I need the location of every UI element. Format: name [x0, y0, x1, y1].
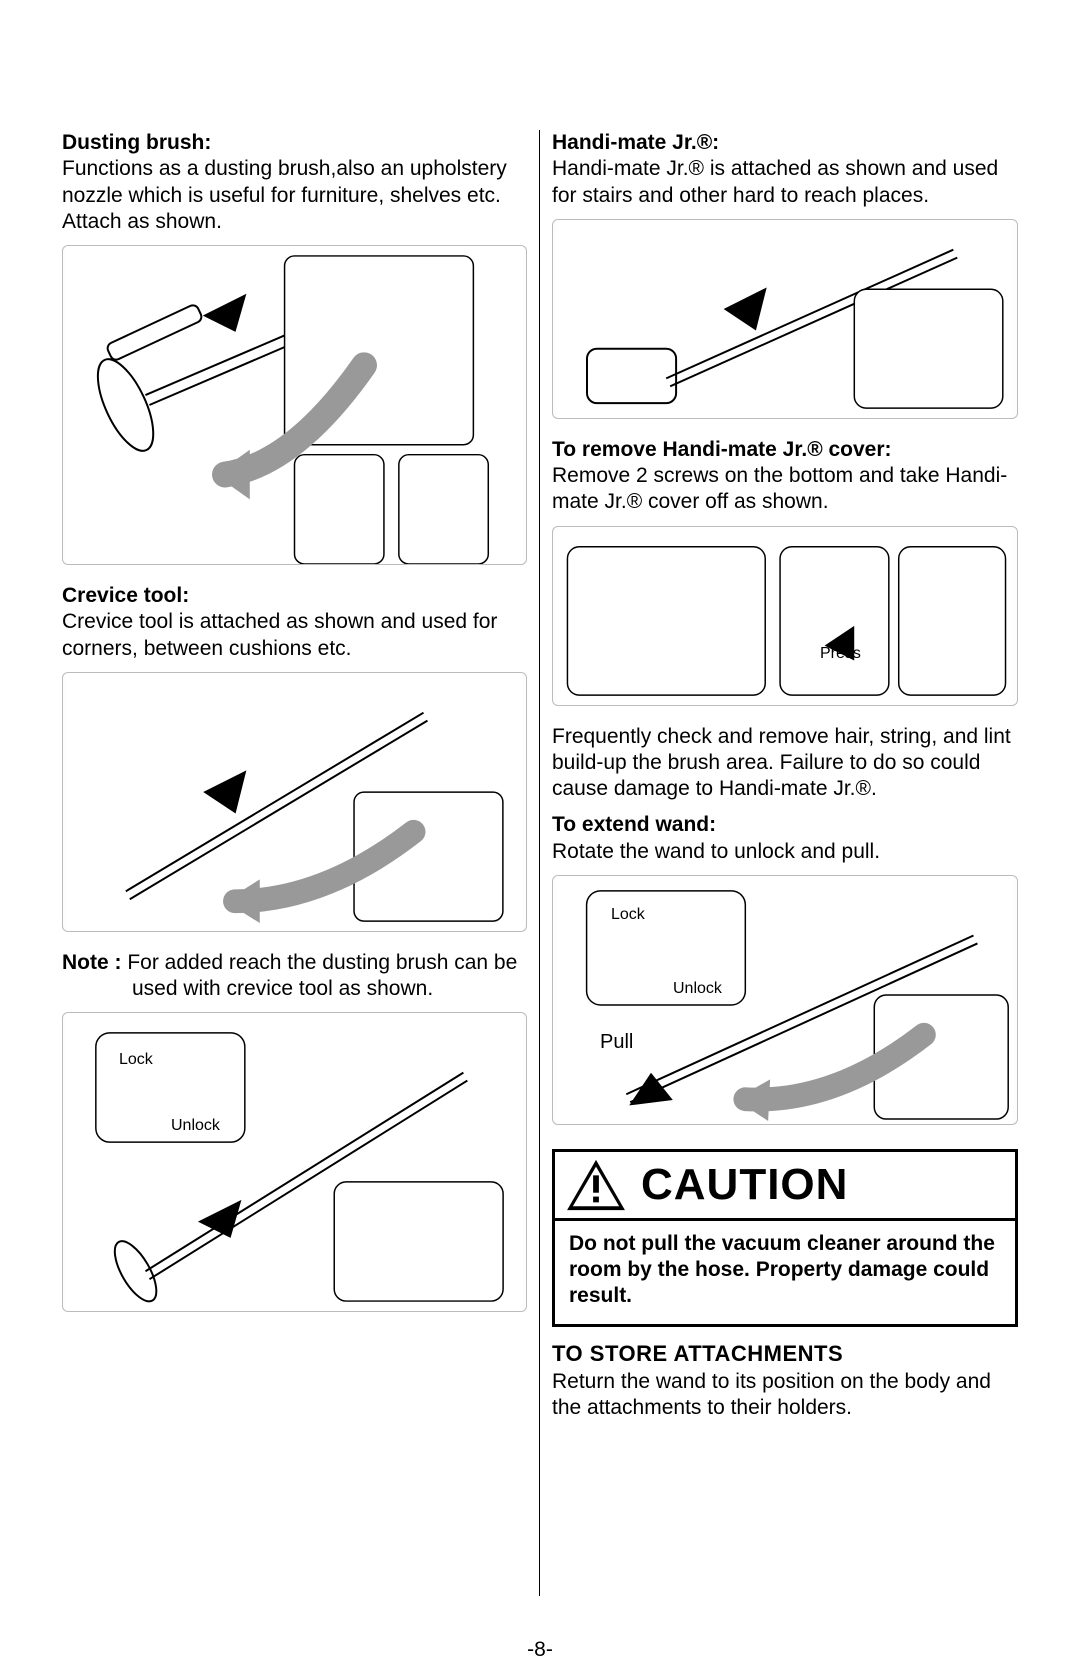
remove-cover-block: To remove Handi-mate Jr.® cover: Remove …: [552, 437, 1018, 516]
figure-dusting-brush: [62, 245, 527, 565]
caution-body: Do not pull the vacuum cleaner around th…: [555, 1221, 1015, 1324]
figure-label-lock: Lock: [119, 1051, 153, 1069]
figure-label-unlock: Unlock: [171, 1117, 220, 1135]
note-label: Note :: [62, 951, 122, 974]
left-column: Dusting brush: Functions as a dusting br…: [50, 130, 540, 1596]
figure-extend-wand: Lock Unlock Pull: [552, 875, 1018, 1125]
caution-heading: CAUTION: [641, 1160, 848, 1210]
note-line2: used with crevice tool as shown.: [62, 976, 527, 1002]
dusting-brush-title: Dusting brush:: [62, 131, 211, 154]
store-heading: TO STORE ATTACHMENTS: [552, 1341, 1018, 1367]
page-number: -8-: [0, 1638, 1080, 1662]
right-column: Handi-mate Jr.®: Handi-mate Jr.® is atta…: [540, 130, 1030, 1596]
figure-crevice-with-brush: Lock Unlock: [62, 1012, 527, 1312]
figure-handimate-attach: [552, 219, 1018, 419]
dusting-brush-body: Functions as a dusting brush,also an uph…: [62, 157, 507, 233]
page-columns: Dusting brush: Functions as a dusting br…: [50, 130, 1030, 1596]
note-block: Note : For added reach the dusting brush…: [62, 950, 527, 1003]
remove-cover-body: Remove 2 screws on the bottom and take H…: [552, 464, 1007, 513]
handimate-body: Handi-mate Jr.® is attached as shown and…: [552, 157, 998, 206]
figure-crevice-tool: [62, 672, 527, 932]
extend-wand-body: Rotate the wand to unlock and pull.: [552, 840, 880, 863]
caution-header: CAUTION: [555, 1152, 1015, 1221]
extend-wand-title: To extend wand:: [552, 813, 716, 836]
handimate-block: Handi-mate Jr.®: Handi-mate Jr.® is atta…: [552, 130, 1018, 209]
extend-wand-block: To extend wand: Rotate the wand to unloc…: [552, 812, 1018, 865]
maintain-text: Frequently check and remove hair, string…: [552, 724, 1018, 803]
handimate-title: Handi-mate Jr.®:: [552, 131, 719, 154]
figure-remove-cover: Press: [552, 526, 1018, 706]
caution-box: CAUTION Do not pull the vacuum cleaner a…: [552, 1149, 1018, 1327]
remove-cover-title: To remove Handi-mate Jr.® cover:: [552, 438, 892, 461]
figure-label-lock-r: Lock: [611, 906, 645, 924]
store-body: Return the wand to its position on the b…: [552, 1369, 1018, 1422]
figure-label-unlock-r: Unlock: [673, 980, 722, 998]
figure-label-pull: Pull: [600, 1031, 633, 1054]
crevice-tool-block: Crevice tool: Crevice tool is attached a…: [62, 583, 527, 662]
figure-label-press: Press: [820, 645, 861, 663]
crevice-tool-body: Crevice tool is attached as shown and us…: [62, 610, 497, 659]
warning-icon: [565, 1158, 627, 1212]
note-line1: For added reach the dusting brush can be: [127, 951, 517, 974]
crevice-tool-title: Crevice tool:: [62, 584, 189, 607]
dusting-brush-block: Dusting brush: Functions as a dusting br…: [62, 130, 527, 235]
